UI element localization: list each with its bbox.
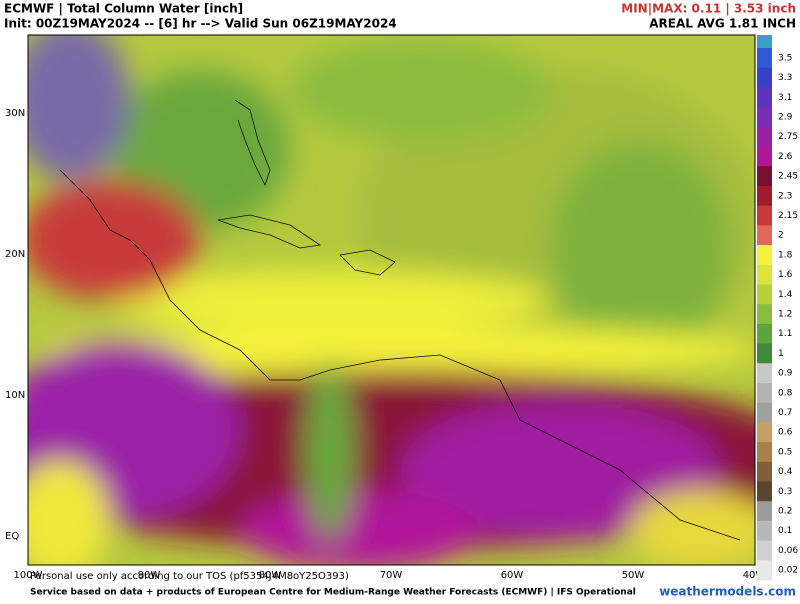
lat-labels: 30N 20N 10N EQ: [5, 108, 25, 542]
colorbar-swatch: [757, 363, 772, 384]
colorbar-label: 1.2: [778, 310, 792, 320]
colorbar-swatch: [757, 343, 772, 364]
colorbar-label: 2.6: [778, 152, 793, 162]
colorbar-label: 2.15: [778, 211, 798, 221]
colorbar-label: 0.02: [778, 566, 798, 576]
colorbar-label: 0.4: [778, 467, 793, 477]
colorbar-swatch: [757, 48, 772, 69]
colorbar-label: 0.2: [778, 507, 792, 517]
colorbar-swatch: [757, 126, 772, 148]
colorbar: 3.5 3.3 3.1 2.9 2.75 2.6 2.45 2.3 2.15 2 1.8 1.6 1.4…: [757, 48, 798, 581]
colorbar-label: 0.3: [778, 487, 792, 497]
init-line: Init: 00Z19MAY2024 -- [6] hr --> Valid S…: [4, 17, 397, 31]
colorbar-label: 0.06: [778, 546, 798, 556]
colorbar-label: 2: [778, 231, 784, 241]
colorbar-label: 1.6: [778, 270, 793, 280]
lat-label: 30N: [5, 108, 25, 119]
lon-label: 40W: [743, 570, 766, 581]
colorbar-label: 0.6: [778, 428, 793, 438]
colorbar-label: 2.45: [778, 172, 798, 182]
map-frame: [27, 34, 756, 566]
lon-labels: 100W 90W 80W 70W 60W 50W 40W: [14, 570, 766, 581]
lon-label: 50W: [622, 570, 645, 581]
colorbar-swatch: [757, 67, 772, 88]
colorbar-swatch: [757, 205, 772, 226]
colorbar-swatch: [757, 442, 772, 463]
lon-label: 80W: [259, 570, 282, 581]
colorbar-swatch: [757, 264, 772, 285]
colorbar-label: 0.7: [778, 408, 792, 418]
colorbar-label: 2.9: [778, 112, 793, 122]
colorbar-swatch: [757, 461, 772, 482]
colorbar-swatch: [757, 87, 772, 108]
colorbar-swatch: [757, 540, 772, 561]
source-note: Service based on data + products of Euro…: [30, 588, 636, 598]
colorbar-label: 3.3: [778, 73, 792, 83]
lon-label: 90W: [138, 570, 161, 581]
lon-label: 100W: [14, 570, 43, 581]
site-link[interactable]: weathermodels.com: [659, 585, 796, 599]
colorbar-swatch: [757, 304, 772, 325]
areal-avg: AREAL AVG 1.81 INCH: [649, 17, 796, 31]
colorbar-label: 1.8: [778, 250, 793, 260]
lon-label: 70W: [380, 570, 403, 581]
colorbar-label: 0.5: [778, 447, 792, 457]
colorbar-label: 3.5: [778, 53, 792, 63]
colorbar-label: 0.1: [778, 526, 792, 536]
lat-label: 10N: [5, 390, 25, 401]
tos-note: Personal use only according to our TOS (…: [30, 571, 349, 582]
min-max: MIN|MAX: 0.11 | 3.53 inch: [621, 2, 796, 16]
colorbar-label: 2.3: [778, 191, 792, 201]
colorbar-swatch: [757, 422, 772, 443]
lon-label: 60W: [501, 570, 524, 581]
lat-label: EQ: [5, 531, 19, 542]
colorbar-swatch: [757, 501, 772, 522]
colorbar-swatch: [757, 323, 772, 345]
colorbar-label: 3.1: [778, 93, 792, 103]
colorbar-cap: [757, 35, 772, 48]
colorbar-swatch: [757, 402, 772, 423]
colorbar-swatch: [757, 520, 772, 542]
colorbar-swatch: [757, 382, 772, 404]
colorbar-label: 2.75: [778, 132, 798, 142]
colorbar-swatch: [757, 107, 772, 128]
lat-label: 20N: [5, 249, 25, 260]
coastlines: [59, 99, 741, 541]
colorbar-label: 1.1: [778, 329, 792, 339]
map-field: [28, 35, 755, 565]
colorbar-swatch: [757, 560, 772, 581]
colorbar-label: 0.8: [778, 388, 793, 398]
colorbar-swatch: [757, 166, 772, 187]
colorbar-label: 0.9: [778, 369, 793, 379]
colorbar-label: 1.4: [778, 290, 793, 300]
colorbar-swatch: [757, 225, 772, 246]
colorbar-swatch: [757, 284, 772, 305]
colorbar-swatch: [757, 185, 772, 207]
colorbar-swatch: [757, 245, 772, 266]
colorbar-swatch: [757, 146, 772, 167]
colorbar-swatch: [757, 481, 772, 502]
title: ECMWF | Total Column Water [inch]: [4, 2, 243, 16]
colorbar-label: 1: [778, 349, 784, 359]
